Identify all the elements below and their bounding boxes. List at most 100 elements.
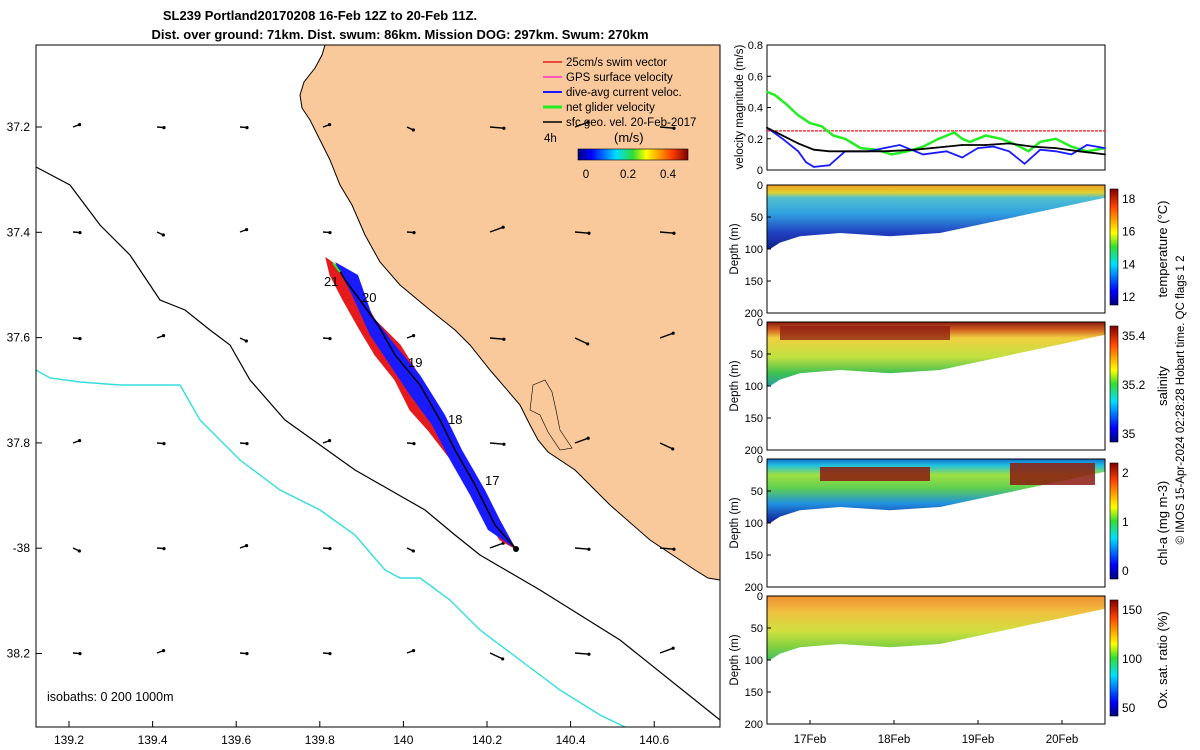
- velocity-y-tick-label: 0.6: [748, 71, 763, 83]
- depth-axis-label: Depth (m): [729, 497, 741, 548]
- velocity-point: [969, 140, 971, 143]
- depth-tick-label: 150: [745, 687, 763, 699]
- depth-tick-label: 50: [751, 349, 763, 361]
- velocity-point: [945, 150, 948, 153]
- velocity-panel: 0 0.2 0.4 0.6 0.8 velocity magnitude (m/s): [734, 40, 1106, 177]
- depth-tick-label: 50: [751, 212, 763, 224]
- depth-tick-label: 50: [751, 486, 763, 498]
- velocity-point: [1104, 130, 1106, 132]
- velocity-point: [1039, 140, 1042, 143]
- depth-axis-label: Depth (m): [729, 223, 741, 274]
- map-panel: 139.2 139.4 139.6 139.8 140 140.2 140.4 140.6 3…: [7, 44, 721, 747]
- map-x-tick-label: 139.8: [305, 733, 335, 747]
- day-labels: 21 20 19 18 17: [324, 274, 499, 488]
- velocity-arrow-head: [161, 649, 166, 653]
- velocity-arrow-head: [162, 547, 166, 551]
- map-y-tick-label: 38.2: [7, 647, 31, 661]
- velocity-arrow-head: [328, 652, 332, 656]
- isobath-1000m: [35, 369, 626, 728]
- velocity-point: [1008, 150, 1010, 153]
- velocity-arrow: [574, 121, 589, 128]
- velocity-point: [1070, 153, 1073, 156]
- map-x-tick-label: 140.4: [556, 733, 586, 747]
- velocity-arrow-head: [161, 233, 165, 237]
- velocity-arrow: [659, 332, 674, 339]
- velocity-point: [1023, 162, 1026, 165]
- velocity-arrow-head: [502, 126, 506, 130]
- depth-tick-label: 100: [745, 244, 763, 256]
- colorbar-tick-label: 100: [1122, 652, 1142, 666]
- depth-tick-label: 0: [757, 591, 763, 603]
- velocity-arrow-head: [244, 544, 249, 548]
- velocity-point: [766, 90, 768, 93]
- velocity-point: [797, 142, 800, 145]
- velocity-point: [809, 122, 811, 125]
- velocity-arrow-head: [161, 334, 166, 338]
- figure-title-line1: SL239 Portland20170208 16-Feb 12Z to 20-…: [162, 8, 478, 23]
- velocity-arrow-head: [501, 225, 505, 229]
- velocity-series-line: [766, 127, 1106, 168]
- time-tick: 19Feb: [962, 734, 995, 746]
- velocity-arrow: [574, 437, 589, 444]
- velocity-point: [797, 114, 800, 117]
- velocity-y-tick-label: 0.4: [748, 103, 763, 115]
- legend-dive: dive-avg current veloc.: [566, 87, 682, 99]
- velocity-arrow: [489, 226, 504, 233]
- velocity-arrow-head: [245, 442, 249, 446]
- depth-tick-label: 200: [745, 582, 763, 594]
- depth-tick-label: 200: [745, 719, 763, 731]
- velocity-point: [766, 126, 768, 129]
- section-colorbar: [1109, 325, 1119, 443]
- velocity-point: [844, 137, 846, 140]
- velocity-arrow-head: [244, 228, 249, 232]
- velocity-arrow-head: [501, 657, 505, 661]
- velocity-arrow-head: [328, 337, 332, 341]
- velocity-arrow: [489, 337, 505, 340]
- credit-text: © IMOS 15-Apr-2024 02:28:28 Hobart time.…: [1175, 255, 1187, 544]
- section-colorbar: [1109, 599, 1119, 717]
- velocity-ylabel: velocity magnitude (m/s): [734, 45, 746, 170]
- velocity-point: [1104, 147, 1106, 150]
- map-x-tick-label: 140.6: [639, 733, 669, 747]
- velocity-y-tick-label: 0: [757, 165, 763, 177]
- depth-tick-label: 150: [745, 550, 763, 562]
- velocity-arrow: [659, 647, 674, 654]
- velocity-point: [890, 153, 893, 156]
- velocity-arrow: [659, 442, 673, 450]
- map-y-ticks: 37.2 37.4 37.6 37.8 -38 38.2: [7, 120, 42, 661]
- velocity-arrow-head: [327, 123, 332, 127]
- velocity-point: [781, 137, 784, 140]
- colorbar-tick-label: 12: [1122, 290, 1136, 304]
- velocity-point: [898, 144, 901, 146]
- map-y-tick-label: 37.8: [7, 436, 31, 450]
- section-colorbar: [1109, 462, 1119, 580]
- velocity-arrow-head: [411, 549, 415, 553]
- map-x-ticks: 139.2 139.4 139.6 139.8 140 140.2 140.4 140.6: [54, 721, 670, 747]
- velocity-arrow-head: [162, 442, 166, 446]
- velocity-point: [851, 150, 854, 153]
- velocity-series: [766, 90, 1106, 168]
- velocity-arrow-head: [587, 652, 591, 656]
- velocity-arrow-head: [411, 334, 416, 338]
- velocity-arrow: [489, 126, 505, 129]
- velocity-arrow-head: [78, 231, 82, 235]
- colorbar-tick: 0: [583, 169, 589, 181]
- map-y-tick-label: 37.4: [7, 225, 31, 239]
- coastline: [299, 44, 721, 581]
- speed-colorbar: [577, 148, 689, 161]
- chl-max-band: [820, 467, 930, 481]
- velocity-arrow: [659, 547, 675, 550]
- velocity-point: [883, 147, 885, 150]
- day-label: 19: [408, 355, 422, 370]
- section-panel: 0 50 100 150 200 Depth (m) 50 100 150 Ox. sat. ra…: [729, 591, 1170, 731]
- velocity-arrow-head: [587, 231, 591, 235]
- colorbar-tick-label: 150: [1122, 603, 1142, 617]
- velocity-arrow: [574, 547, 590, 550]
- section-panel: 0 50 100 150 200 Depth (m) 12 14 16 18 temperature…: [729, 180, 1170, 320]
- track-start: [513, 546, 519, 552]
- velocity-point: [812, 165, 815, 168]
- time-tick: 17Feb: [794, 734, 827, 746]
- velocity-arrow-head: [162, 126, 166, 130]
- velocity-point: [820, 125, 823, 128]
